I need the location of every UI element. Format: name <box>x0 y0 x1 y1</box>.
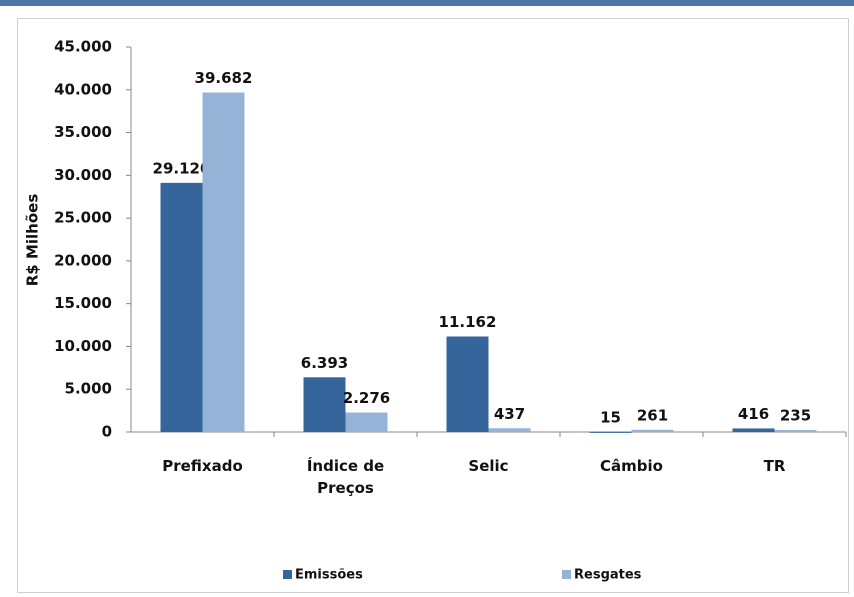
x-tick-label: TR <box>763 457 786 475</box>
data-label: 29.120 <box>153 159 211 177</box>
y-tick-label: 5.000 <box>65 380 112 398</box>
legend-swatch <box>562 570 571 579</box>
data-label: 39.682 <box>195 69 253 87</box>
bar <box>774 429 817 432</box>
data-label: 11.162 <box>439 313 497 331</box>
data-label: 15 <box>600 408 621 426</box>
bar <box>345 412 388 432</box>
data-label: 437 <box>494 405 525 423</box>
top-bar <box>0 0 854 6</box>
data-label: 2.276 <box>343 389 390 407</box>
y-tick-label: 30.000 <box>54 166 112 184</box>
y-tick-label: 10.000 <box>54 337 112 355</box>
legend-label: Resgates <box>574 568 642 583</box>
y-tick-label: 20.000 <box>54 251 112 269</box>
data-label: 261 <box>637 406 668 424</box>
bar <box>446 336 489 432</box>
data-label: 235 <box>780 406 811 424</box>
y-tick-label: 0 <box>102 423 112 441</box>
y-tick-label: 25.000 <box>54 209 112 227</box>
bar <box>303 377 346 432</box>
data-label: 416 <box>738 405 769 423</box>
bar <box>631 429 674 432</box>
y-axis-title: R$ Milhões <box>24 194 42 287</box>
bar <box>160 182 203 432</box>
legend-swatch <box>283 570 292 579</box>
data-label: 6.393 <box>301 354 348 372</box>
legend-label: Emissões <box>295 568 363 583</box>
y-tick-label: 45.000 <box>54 38 112 56</box>
x-tick-label: Prefixado <box>162 457 243 475</box>
bar <box>589 431 632 433</box>
x-tick-label: Selic <box>468 457 509 475</box>
bar <box>732 428 775 432</box>
y-tick-label: 15.000 <box>54 294 112 312</box>
frame <box>17 18 849 593</box>
x-tick-label: Câmbio <box>600 457 663 475</box>
bar <box>202 92 245 432</box>
y-tick-label: 40.000 <box>54 80 112 98</box>
x-tick-label: Índice de Preços <box>306 457 385 497</box>
y-tick-label: 35.000 <box>54 123 112 141</box>
bar <box>488 428 531 432</box>
